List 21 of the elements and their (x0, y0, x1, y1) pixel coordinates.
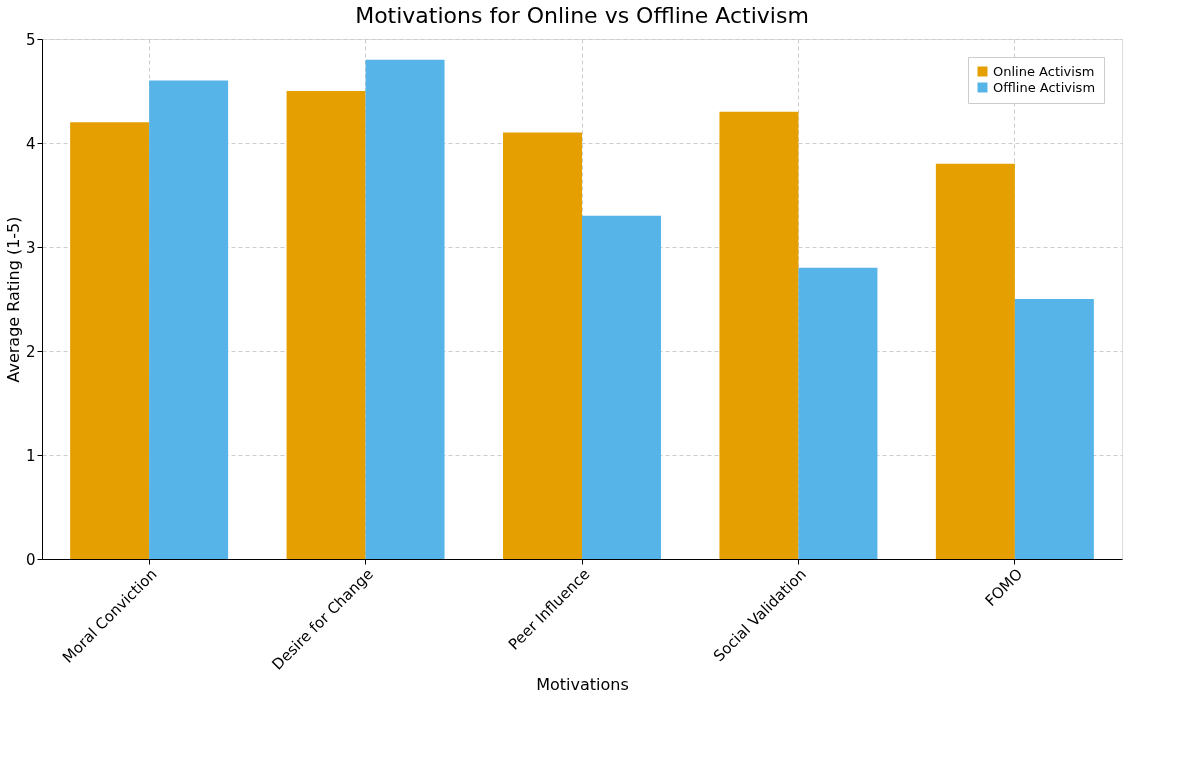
y-tick-label: 1 (25, 446, 36, 465)
legend-label: Offline Activism (993, 79, 1096, 95)
bar (286, 91, 366, 559)
bar (935, 163, 1015, 559)
legend-label: Online Activism (993, 63, 1095, 79)
x-axis-title: Motivations (536, 674, 629, 694)
bar (70, 122, 150, 559)
bar (719, 111, 799, 559)
y-axis-title: Average Rating (1-5) (3, 216, 23, 383)
bar (1014, 299, 1094, 559)
y-tick-label: 3 (25, 238, 36, 257)
bar (149, 80, 229, 559)
y-tick-label: 2 (25, 342, 36, 361)
bar (503, 132, 582, 559)
bar (365, 59, 445, 559)
y-tick-label: 5 (25, 30, 36, 49)
y-tick-label: 0 (25, 550, 36, 569)
bar (582, 215, 661, 559)
chart-title: Motivations for Online vs Offline Activism (355, 3, 809, 28)
y-tick-label: 4 (25, 134, 36, 153)
bar (798, 267, 878, 559)
